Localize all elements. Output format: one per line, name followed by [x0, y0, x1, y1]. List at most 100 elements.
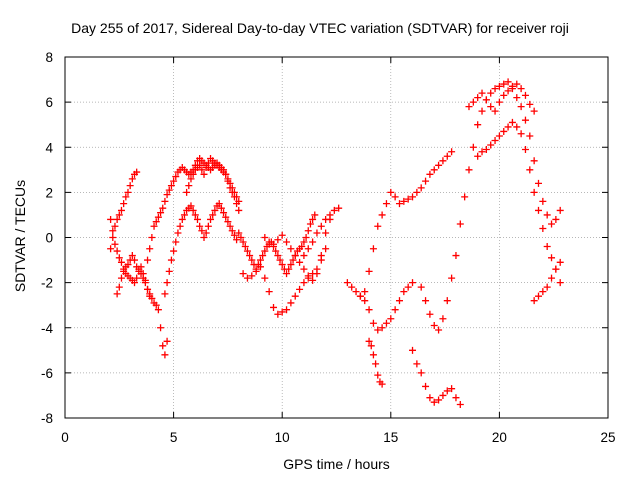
data-point [189, 170, 197, 178]
data-point [252, 267, 260, 275]
data-point [139, 274, 147, 282]
data-point [491, 107, 499, 115]
data-point [202, 229, 210, 237]
data-point [157, 209, 165, 217]
data-point [152, 218, 160, 226]
data-point [274, 236, 282, 244]
x-axis-label: GPS time / hours [283, 456, 390, 472]
data-point [224, 175, 232, 183]
data-point [500, 80, 508, 88]
data-point [456, 400, 464, 408]
chart-title: Day 255 of 2017, Sidereal Day-to-day VTE… [71, 20, 569, 36]
y-tick-label: 4 [45, 140, 53, 155]
data-point [517, 103, 525, 111]
data-point [133, 274, 141, 282]
data-point [256, 256, 264, 264]
data-point [404, 195, 412, 203]
data-point [289, 256, 297, 264]
data-point [495, 82, 503, 90]
data-point [120, 200, 128, 208]
data-point [400, 197, 408, 205]
grid-lines [65, 57, 608, 418]
data-point [109, 234, 117, 241]
data-point [526, 166, 534, 174]
y-tick-label: -6 [41, 366, 53, 381]
data-point [144, 285, 152, 293]
data-point [335, 204, 343, 212]
data-point [113, 215, 121, 223]
data-point [115, 254, 123, 262]
data-point [265, 238, 273, 246]
data-point [283, 306, 291, 314]
data-point [304, 272, 312, 280]
data-point [196, 222, 204, 230]
data-point [391, 193, 399, 201]
data-point [128, 175, 136, 183]
data-point [439, 157, 447, 165]
data-point [200, 234, 208, 241]
data-point [504, 78, 512, 86]
data-point [296, 285, 304, 293]
data-point [287, 245, 295, 253]
data-point [239, 238, 247, 246]
data-point [482, 146, 490, 154]
data-point [422, 297, 430, 305]
data-point [237, 234, 245, 241]
data-point [461, 193, 469, 201]
data-point [243, 247, 251, 255]
data-point [504, 87, 512, 95]
data-point [150, 222, 158, 230]
data-point [495, 98, 503, 106]
data-point [291, 292, 299, 300]
data-point [513, 123, 521, 131]
data-point [378, 324, 386, 332]
data-point [239, 270, 247, 278]
data-point [430, 166, 438, 174]
data-point [261, 234, 269, 241]
data-point [426, 170, 434, 178]
data-point [469, 98, 477, 106]
data-point [491, 136, 499, 144]
data-point [141, 279, 149, 287]
data-point [259, 252, 267, 260]
data-point [395, 297, 403, 305]
data-point [469, 143, 477, 151]
data-point [552, 215, 560, 223]
data-point [382, 319, 390, 327]
data-point [526, 100, 534, 108]
data-point [530, 297, 538, 305]
data-point [137, 270, 145, 278]
data-point [530, 107, 538, 115]
data-point [330, 206, 338, 214]
data-point [228, 227, 236, 235]
data-point [226, 179, 234, 187]
data-point [430, 321, 438, 329]
data-point [372, 360, 380, 368]
data-point [387, 315, 395, 323]
data-point [222, 170, 230, 178]
data-point [426, 394, 434, 402]
data-point [306, 220, 314, 228]
data-point [387, 188, 395, 196]
data-point [543, 211, 551, 219]
data-point [482, 96, 490, 104]
data-point [517, 85, 525, 93]
data-point [348, 283, 356, 291]
data-point [508, 118, 516, 126]
data-point [491, 85, 499, 93]
y-tick-label: 0 [45, 231, 53, 246]
data-point [474, 94, 482, 102]
data-point [165, 186, 173, 194]
data-point [422, 177, 430, 185]
data-point [309, 215, 317, 223]
data-point [548, 254, 556, 262]
data-point [117, 206, 125, 214]
data-point [228, 184, 236, 192]
data-point [113, 247, 121, 255]
data-point [395, 200, 403, 208]
data-point [534, 179, 542, 187]
data-point [539, 224, 547, 232]
data-point [326, 211, 334, 219]
data-point [274, 252, 282, 260]
